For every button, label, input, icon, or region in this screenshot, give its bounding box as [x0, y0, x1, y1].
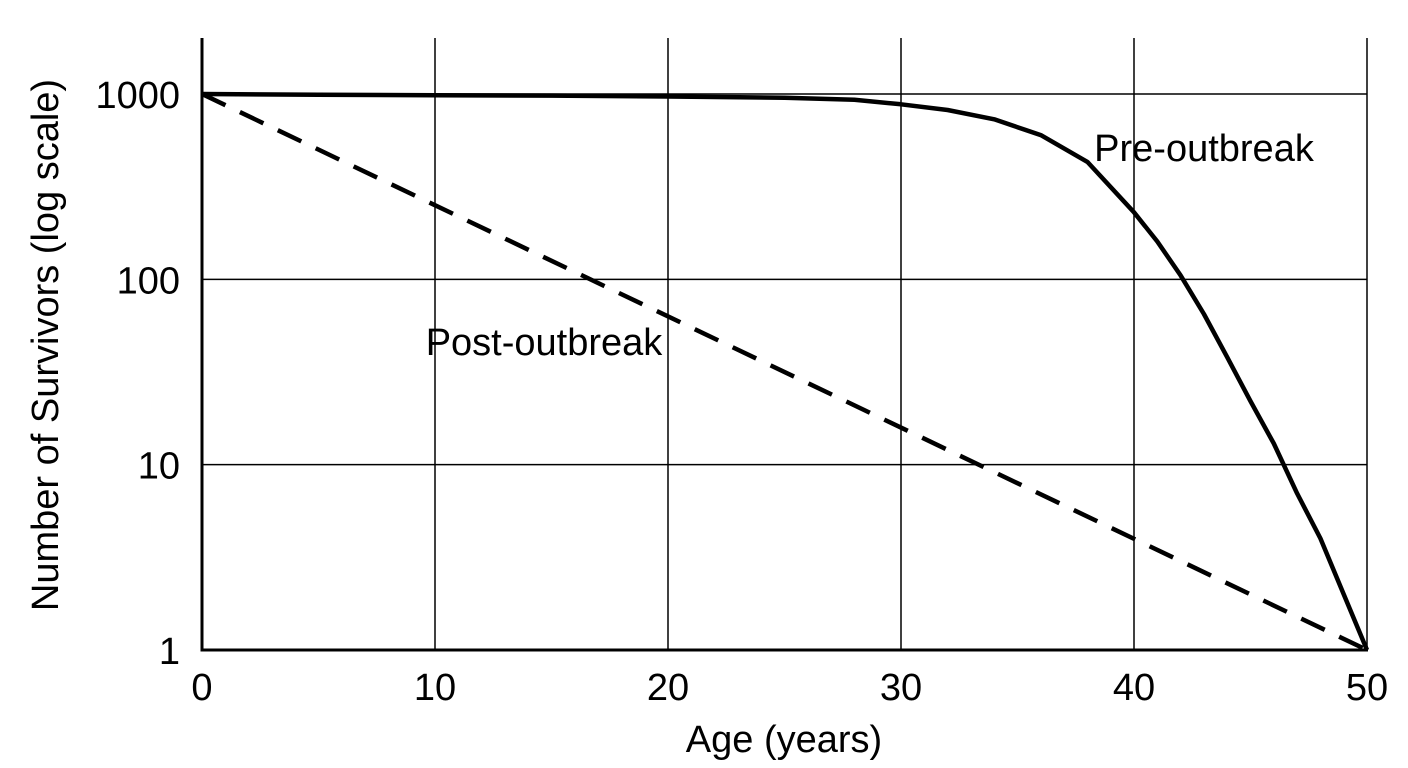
y-tick-labels: 1 10 100 1000 [95, 75, 180, 673]
series-lines [201, 91, 1370, 653]
pre-outbreak-line [201, 91, 1370, 651]
x-tick-label-30: 30 [880, 667, 922, 709]
x-tick-labels: 0 10 20 30 40 50 [191, 667, 1388, 709]
x-axis-label: Age (years) [686, 719, 882, 761]
x-tick-label-0: 0 [191, 667, 212, 709]
x-tick-label-10: 10 [414, 667, 456, 709]
axes [200, 38, 1368, 652]
gridlines [202, 38, 1368, 650]
x-tick-label-50: 50 [1346, 667, 1388, 709]
y-tick-label-1000: 1000 [95, 75, 180, 117]
y-tick-label-10: 10 [138, 446, 180, 488]
post-outbreak-label: Post-outbreak [426, 322, 664, 364]
y-axis-label: Number of Survivors (log scale) [25, 79, 67, 611]
y-tick-label-1: 1 [159, 631, 180, 673]
x-tick-label-40: 40 [1113, 667, 1155, 709]
y-tick-label-100: 100 [117, 260, 180, 302]
x-tick-label-20: 20 [647, 667, 689, 709]
pre-outbreak-label: Pre-outbreak [1094, 128, 1315, 170]
post-outbreak-line [201, 91, 1368, 653]
